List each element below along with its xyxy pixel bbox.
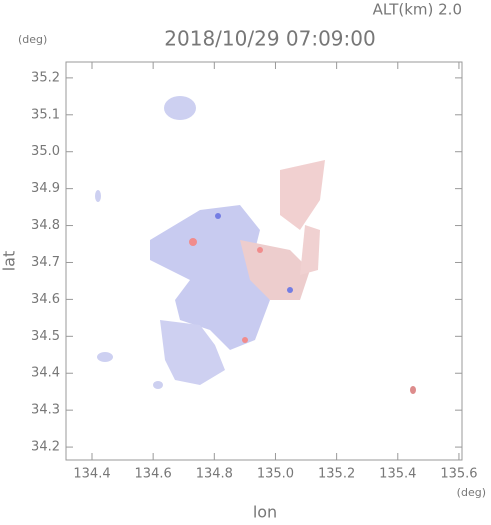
y-unit: (deg): [18, 33, 47, 46]
x-unit: (deg): [457, 486, 486, 499]
echo-field: [95, 96, 416, 394]
y-tick-label: 34.2: [31, 440, 60, 455]
plot-frame: [65, 61, 463, 461]
y-tick-label: 34.4: [31, 366, 60, 381]
y-tick-label: 35.0: [31, 144, 60, 159]
y-tick-label: 35.2: [31, 70, 60, 85]
x-tick-label: 135.0: [257, 467, 294, 482]
y-label: lat: [0, 251, 19, 272]
subtitle: ALT(km) 2.0: [373, 1, 462, 19]
y-tick-label: 34.8: [31, 218, 60, 233]
chart-title: 2018/10/29 07:09:00: [164, 27, 375, 51]
x-tick-label: 134.8: [196, 467, 233, 482]
y-tick-label: 34.9: [31, 181, 60, 196]
y-tick-label: 35.1: [31, 107, 60, 122]
x-tick-label: 135.2: [318, 467, 355, 482]
x-tick-label: 135.4: [379, 467, 416, 482]
x-tick-label: 134.6: [135, 467, 172, 482]
y-tick-label: 34.3: [31, 403, 60, 418]
x-tick-label: 135.6: [440, 467, 477, 482]
y-tick-label: 34.5: [31, 329, 60, 344]
x-label: lon: [253, 503, 277, 522]
y-tick-label: 34.7: [31, 255, 60, 270]
x-tick-label: 134.4: [73, 467, 110, 482]
y-tick-label: 34.6: [31, 292, 60, 307]
